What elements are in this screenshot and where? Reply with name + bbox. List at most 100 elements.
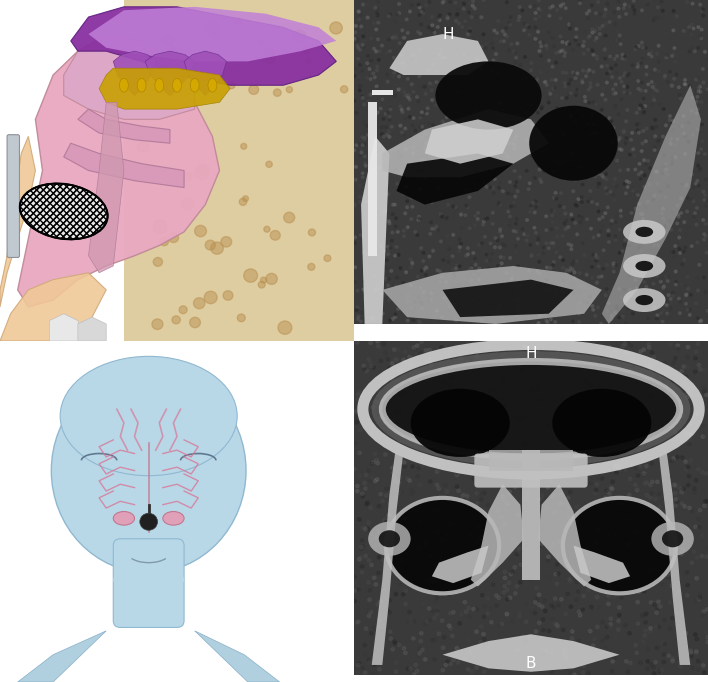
Circle shape <box>411 263 413 265</box>
Circle shape <box>465 205 468 207</box>
Circle shape <box>406 194 409 196</box>
Circle shape <box>642 97 645 100</box>
Circle shape <box>499 516 503 519</box>
Circle shape <box>544 432 547 436</box>
Circle shape <box>695 637 699 640</box>
Circle shape <box>575 408 578 411</box>
Circle shape <box>413 301 416 303</box>
Circle shape <box>479 81 481 84</box>
Circle shape <box>462 37 465 40</box>
Circle shape <box>628 477 632 481</box>
Circle shape <box>636 287 639 290</box>
Circle shape <box>683 221 685 224</box>
Circle shape <box>380 218 383 220</box>
Circle shape <box>469 366 472 369</box>
Circle shape <box>610 120 612 123</box>
FancyBboxPatch shape <box>372 91 393 95</box>
Circle shape <box>368 546 372 550</box>
Circle shape <box>684 83 687 86</box>
Circle shape <box>355 341 359 344</box>
Circle shape <box>634 220 637 223</box>
Polygon shape <box>184 51 227 95</box>
Circle shape <box>561 288 564 291</box>
Circle shape <box>530 205 532 207</box>
Circle shape <box>696 89 699 91</box>
Circle shape <box>578 0 581 2</box>
Circle shape <box>530 253 533 256</box>
Circle shape <box>375 400 379 404</box>
Circle shape <box>438 280 441 283</box>
Circle shape <box>520 447 523 450</box>
Circle shape <box>472 252 474 254</box>
Circle shape <box>381 373 384 376</box>
Circle shape <box>701 533 704 537</box>
Circle shape <box>543 81 546 84</box>
Circle shape <box>542 352 546 355</box>
Circle shape <box>612 199 615 202</box>
Circle shape <box>675 73 678 76</box>
Circle shape <box>525 139 528 142</box>
Circle shape <box>408 479 411 482</box>
Circle shape <box>367 663 370 666</box>
Circle shape <box>564 228 567 231</box>
Circle shape <box>598 143 600 146</box>
Circle shape <box>284 212 295 223</box>
Circle shape <box>489 75 492 78</box>
Circle shape <box>595 344 599 347</box>
Circle shape <box>598 413 601 416</box>
Circle shape <box>563 649 566 652</box>
Circle shape <box>617 628 620 632</box>
Circle shape <box>390 280 393 283</box>
Circle shape <box>440 149 442 151</box>
Circle shape <box>618 16 621 18</box>
Circle shape <box>160 237 169 246</box>
Circle shape <box>617 467 621 471</box>
Circle shape <box>632 236 634 239</box>
Circle shape <box>697 46 700 49</box>
Circle shape <box>418 352 422 355</box>
Circle shape <box>472 0 474 3</box>
Circle shape <box>554 78 557 81</box>
Circle shape <box>680 171 683 174</box>
Circle shape <box>631 38 634 41</box>
Circle shape <box>515 57 518 59</box>
Circle shape <box>398 3 401 5</box>
Circle shape <box>374 13 377 16</box>
Circle shape <box>535 484 538 488</box>
Circle shape <box>578 159 581 162</box>
Circle shape <box>463 427 467 430</box>
Circle shape <box>687 391 691 394</box>
Circle shape <box>607 234 610 237</box>
Circle shape <box>629 92 632 95</box>
Circle shape <box>520 368 524 372</box>
Circle shape <box>526 602 530 605</box>
Circle shape <box>693 490 697 494</box>
Circle shape <box>454 53 457 55</box>
Circle shape <box>308 263 315 270</box>
Circle shape <box>375 288 377 291</box>
Circle shape <box>648 365 651 368</box>
Circle shape <box>614 417 617 420</box>
Circle shape <box>660 0 663 3</box>
Circle shape <box>505 612 508 616</box>
Circle shape <box>600 351 604 355</box>
Circle shape <box>496 155 498 158</box>
Circle shape <box>685 302 687 305</box>
Circle shape <box>380 293 383 295</box>
Circle shape <box>355 490 359 493</box>
Circle shape <box>605 264 608 267</box>
Circle shape <box>555 412 559 415</box>
Circle shape <box>475 57 478 59</box>
Circle shape <box>603 550 606 553</box>
Circle shape <box>653 374 656 378</box>
Circle shape <box>573 276 576 279</box>
Circle shape <box>544 464 547 467</box>
Circle shape <box>615 471 618 474</box>
Circle shape <box>672 29 675 32</box>
Circle shape <box>483 62 486 65</box>
Circle shape <box>697 90 700 93</box>
Circle shape <box>467 130 469 133</box>
Circle shape <box>635 651 639 655</box>
Circle shape <box>393 479 396 483</box>
Circle shape <box>431 15 434 18</box>
